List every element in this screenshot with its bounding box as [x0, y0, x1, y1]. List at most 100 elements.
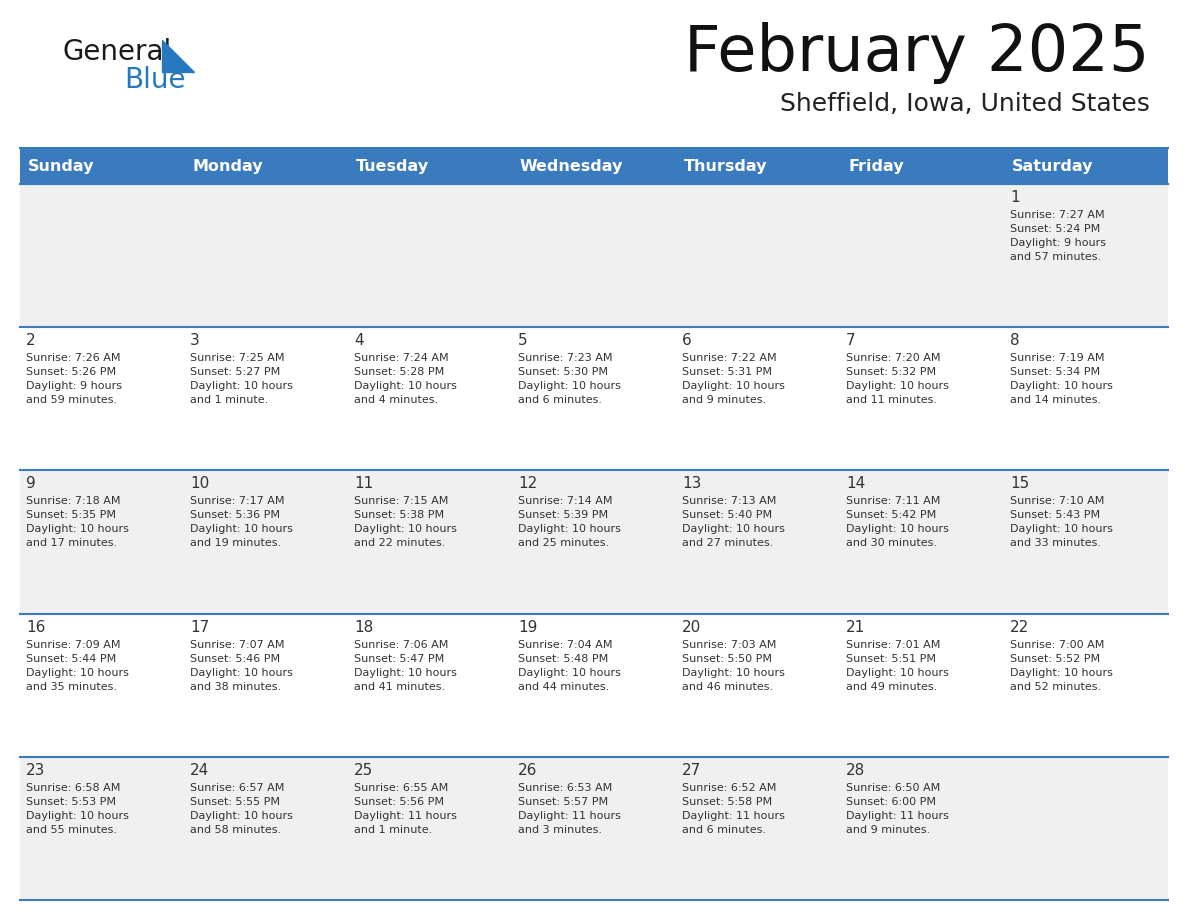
Text: 18: 18 [354, 620, 373, 634]
Text: and 33 minutes.: and 33 minutes. [1010, 538, 1101, 548]
Text: and 6 minutes.: and 6 minutes. [518, 396, 602, 405]
Text: Sunrise: 7:06 AM: Sunrise: 7:06 AM [354, 640, 448, 650]
Text: Sunset: 5:35 PM: Sunset: 5:35 PM [26, 510, 116, 521]
Text: Daylight: 9 hours: Daylight: 9 hours [1010, 238, 1106, 248]
Text: Sunset: 5:55 PM: Sunset: 5:55 PM [190, 797, 280, 807]
Text: 6: 6 [682, 333, 691, 348]
Text: Sunrise: 7:10 AM: Sunrise: 7:10 AM [1010, 497, 1105, 507]
Text: Sunrise: 7:20 AM: Sunrise: 7:20 AM [846, 353, 941, 364]
Text: Daylight: 10 hours: Daylight: 10 hours [1010, 667, 1113, 677]
Text: Sunset: 5:57 PM: Sunset: 5:57 PM [518, 797, 608, 807]
Text: Sunrise: 7:24 AM: Sunrise: 7:24 AM [354, 353, 449, 364]
Text: Sunset: 5:52 PM: Sunset: 5:52 PM [1010, 654, 1100, 664]
Text: and 55 minutes.: and 55 minutes. [26, 824, 116, 834]
Text: Sunset: 5:34 PM: Sunset: 5:34 PM [1010, 367, 1100, 377]
Bar [512, 148, 676, 184]
Text: Sunset: 5:32 PM: Sunset: 5:32 PM [846, 367, 936, 377]
Text: Sunrise: 7:23 AM: Sunrise: 7:23 AM [518, 353, 613, 364]
Text: Sunrise: 7:26 AM: Sunrise: 7:26 AM [26, 353, 120, 364]
Text: and 35 minutes.: and 35 minutes. [26, 681, 116, 691]
Text: Sunset: 5:48 PM: Sunset: 5:48 PM [518, 654, 608, 664]
Text: and 41 minutes.: and 41 minutes. [354, 681, 446, 691]
Text: and 27 minutes.: and 27 minutes. [682, 538, 773, 548]
Text: Daylight: 10 hours: Daylight: 10 hours [354, 524, 457, 534]
Text: 19: 19 [518, 620, 537, 634]
Text: Daylight: 10 hours: Daylight: 10 hours [190, 811, 293, 821]
Text: 1: 1 [1010, 190, 1019, 205]
Text: and 38 minutes.: and 38 minutes. [190, 681, 282, 691]
Text: Sunset: 5:53 PM: Sunset: 5:53 PM [26, 797, 116, 807]
Text: Daylight: 10 hours: Daylight: 10 hours [846, 667, 949, 677]
Text: Sunset: 5:27 PM: Sunset: 5:27 PM [190, 367, 280, 377]
Text: and 1 minute.: and 1 minute. [190, 396, 268, 405]
Text: and 3 minutes.: and 3 minutes. [518, 824, 602, 834]
Text: and 30 minutes.: and 30 minutes. [846, 538, 937, 548]
Text: Sunset: 6:00 PM: Sunset: 6:00 PM [846, 797, 936, 807]
Text: Daylight: 10 hours: Daylight: 10 hours [26, 524, 128, 534]
Text: and 14 minutes.: and 14 minutes. [1010, 396, 1101, 405]
Text: Sunrise: 6:50 AM: Sunrise: 6:50 AM [846, 783, 940, 793]
Text: Daylight: 10 hours: Daylight: 10 hours [190, 524, 293, 534]
Bar [348, 148, 512, 184]
Bar [20, 613, 1168, 756]
Text: Sunset: 5:47 PM: Sunset: 5:47 PM [354, 654, 444, 664]
Text: Sunrise: 6:58 AM: Sunrise: 6:58 AM [26, 783, 120, 793]
Text: Friday: Friday [848, 159, 904, 174]
Text: Sunrise: 7:13 AM: Sunrise: 7:13 AM [682, 497, 777, 507]
Text: and 22 minutes.: and 22 minutes. [354, 538, 446, 548]
Text: 20: 20 [682, 620, 701, 634]
Text: Daylight: 10 hours: Daylight: 10 hours [518, 667, 621, 677]
Text: Sunrise: 6:52 AM: Sunrise: 6:52 AM [682, 783, 777, 793]
Text: and 58 minutes.: and 58 minutes. [190, 824, 282, 834]
Text: Daylight: 11 hours: Daylight: 11 hours [518, 811, 621, 821]
Text: and 57 minutes.: and 57 minutes. [1010, 252, 1101, 262]
Text: 9: 9 [26, 476, 36, 491]
Text: Sunset: 5:43 PM: Sunset: 5:43 PM [1010, 510, 1100, 521]
Text: and 44 minutes.: and 44 minutes. [518, 681, 609, 691]
Text: February 2025: February 2025 [684, 22, 1150, 84]
Text: 10: 10 [190, 476, 209, 491]
Text: and 1 minute.: and 1 minute. [354, 824, 432, 834]
Text: Daylight: 10 hours: Daylight: 10 hours [846, 381, 949, 391]
Text: Sunset: 5:31 PM: Sunset: 5:31 PM [682, 367, 772, 377]
Text: 12: 12 [518, 476, 537, 491]
Text: and 9 minutes.: and 9 minutes. [846, 824, 930, 834]
Text: Sunset: 5:44 PM: Sunset: 5:44 PM [26, 654, 116, 664]
Text: Daylight: 11 hours: Daylight: 11 hours [682, 811, 785, 821]
Text: Sunset: 5:42 PM: Sunset: 5:42 PM [846, 510, 936, 521]
Text: 27: 27 [682, 763, 701, 778]
Text: and 25 minutes.: and 25 minutes. [518, 538, 609, 548]
Text: Sunset: 5:36 PM: Sunset: 5:36 PM [190, 510, 280, 521]
Text: 23: 23 [26, 763, 45, 778]
Text: 4: 4 [354, 333, 364, 348]
Text: Sunrise: 7:27 AM: Sunrise: 7:27 AM [1010, 210, 1105, 220]
Text: Sunrise: 7:25 AM: Sunrise: 7:25 AM [190, 353, 284, 364]
Text: Sunset: 5:50 PM: Sunset: 5:50 PM [682, 654, 772, 664]
Text: Sunset: 5:56 PM: Sunset: 5:56 PM [354, 797, 444, 807]
Text: Wednesday: Wednesday [520, 159, 624, 174]
Text: Daylight: 10 hours: Daylight: 10 hours [682, 524, 785, 534]
Text: General: General [62, 38, 171, 66]
Text: Sunrise: 7:15 AM: Sunrise: 7:15 AM [354, 497, 448, 507]
Text: and 52 minutes.: and 52 minutes. [1010, 681, 1101, 691]
Text: 21: 21 [846, 620, 865, 634]
Text: Sunrise: 7:09 AM: Sunrise: 7:09 AM [26, 640, 120, 650]
Text: Sunset: 5:40 PM: Sunset: 5:40 PM [682, 510, 772, 521]
Text: Sunrise: 7:17 AM: Sunrise: 7:17 AM [190, 497, 284, 507]
Bar [676, 148, 840, 184]
Text: and 49 minutes.: and 49 minutes. [846, 681, 937, 691]
Text: Sunrise: 7:04 AM: Sunrise: 7:04 AM [518, 640, 613, 650]
Text: 25: 25 [354, 763, 373, 778]
Text: 15: 15 [1010, 476, 1029, 491]
Text: Sunset: 5:39 PM: Sunset: 5:39 PM [518, 510, 608, 521]
Bar [20, 756, 1168, 900]
Text: Daylight: 11 hours: Daylight: 11 hours [846, 811, 949, 821]
Text: and 4 minutes.: and 4 minutes. [354, 396, 438, 405]
Text: 24: 24 [190, 763, 209, 778]
Text: and 46 minutes.: and 46 minutes. [682, 681, 773, 691]
Bar [20, 184, 1168, 327]
Text: and 11 minutes.: and 11 minutes. [846, 396, 937, 405]
Bar [1004, 148, 1168, 184]
Text: 17: 17 [190, 620, 209, 634]
Text: Daylight: 10 hours: Daylight: 10 hours [354, 381, 457, 391]
